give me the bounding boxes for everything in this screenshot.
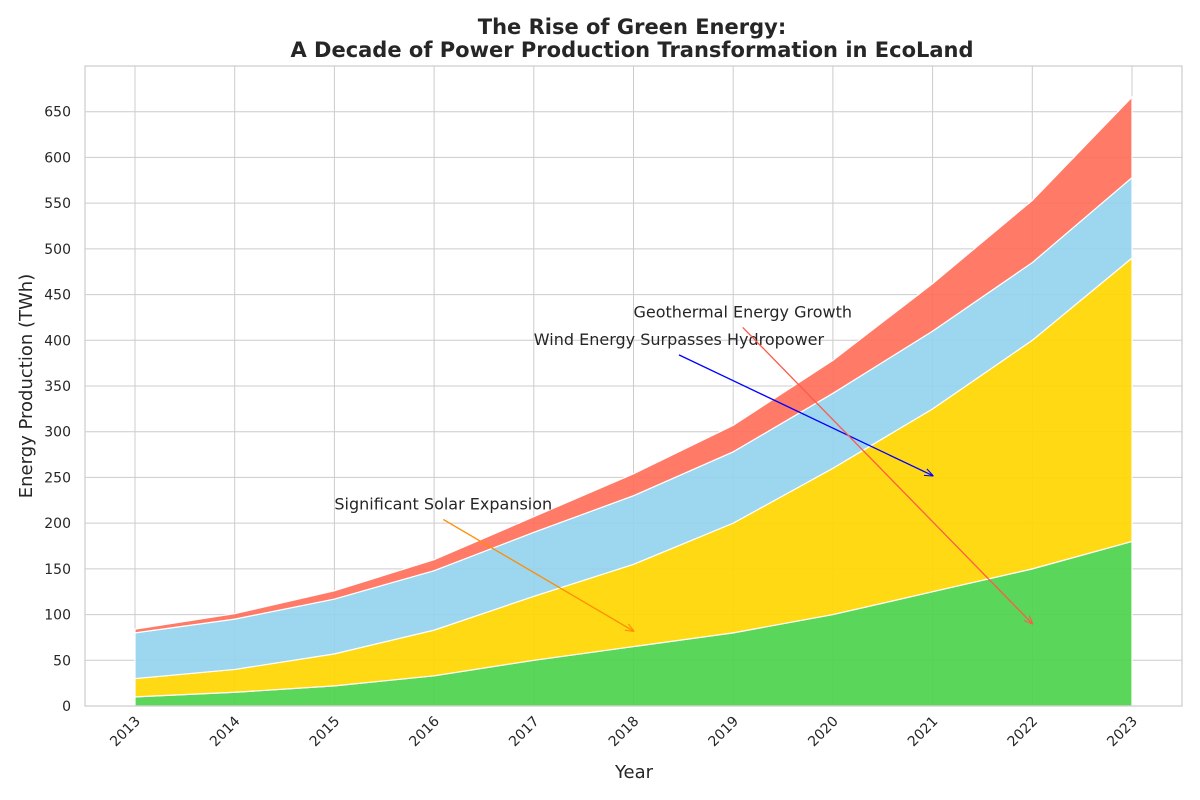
x-axis-ticks: 2013 2014 2015 2016 2017 2018 2019 2020 2021 2022… — [107, 713, 1141, 750]
chart-title-line1: The Rise of Green Energy: — [478, 15, 786, 39]
x-tick-label: 2018 — [606, 714, 643, 751]
y-tick-label: 300 — [44, 425, 71, 441]
annotations: Significant Solar Expansion Wind Energy S… — [334, 302, 1032, 631]
y-tick-label: 400 — [44, 333, 71, 349]
annotation-arrow-3 — [742, 326, 1033, 623]
x-tick-label: 2023 — [1104, 714, 1141, 751]
y-tick-label: 150 — [44, 562, 71, 578]
x-tick-label: 2017 — [506, 714, 543, 751]
annotation-arrow-2 — [678, 354, 933, 476]
y-tick-label: 650 — [44, 105, 71, 121]
x-tick-label: 2020 — [805, 714, 842, 751]
y-tick-label: 550 — [44, 196, 71, 212]
y-tick-label: 250 — [44, 470, 71, 486]
y-axis-label: Energy Production (TWh) — [16, 274, 37, 498]
x-tick-label: 2016 — [406, 713, 443, 750]
annotation-3: Geothermal Energy Growth — [634, 302, 853, 321]
x-tick-label: 2019 — [706, 714, 743, 751]
y-tick-label: 0 — [62, 699, 71, 715]
area-series-4 — [134, 95, 1133, 634]
y-tick-label: 450 — [44, 288, 71, 304]
x-axis-label: Year — [614, 762, 654, 783]
x-tick-label: 2013 — [107, 714, 144, 751]
y-tick-label: 350 — [44, 379, 71, 395]
y-tick-label: 200 — [44, 516, 71, 532]
y-tick-label: 600 — [44, 150, 71, 166]
annotation-1: Significant Solar Expansion — [334, 494, 552, 513]
x-tick-label: 2021 — [905, 714, 942, 751]
x-tick-label: 2022 — [1005, 714, 1042, 751]
x-tick-label: 2014 — [207, 713, 244, 750]
y-tick-label: 500 — [44, 242, 71, 258]
x-tick-label: 2015 — [307, 714, 344, 751]
y-axis-ticks: 0 50 100 150 200 250 300 350 400 450 500 550 600 650 — [44, 105, 71, 715]
annotation-2: Wind Energy Surpasses Hydropower — [534, 330, 825, 349]
y-tick-label: 50 — [53, 653, 71, 669]
y-tick-label: 100 — [44, 608, 71, 624]
annotation-arrow-1 — [442, 518, 633, 631]
plot-frame — [84, 65, 1183, 707]
chart-title-line2: A Decade of Power Production Transformat… — [290, 38, 973, 62]
